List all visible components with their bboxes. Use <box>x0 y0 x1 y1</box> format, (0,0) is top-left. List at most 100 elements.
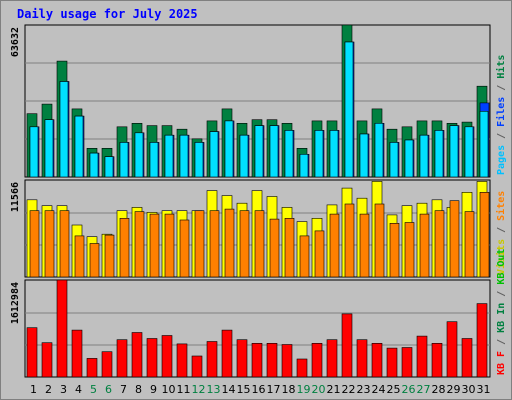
bar-pages-day-25 <box>389 142 399 178</box>
x-tick-label-30: 30 <box>462 383 476 396</box>
x-tick-label-12: 12 <box>192 383 206 396</box>
bar-kb-f-day-10 <box>161 335 173 378</box>
panel-middle-series-legend: Visits / Sites <box>495 191 507 275</box>
bar-pages-day-26 <box>404 139 414 178</box>
bar-kb-f-day-16 <box>251 342 263 378</box>
bar-sites-day-15 <box>239 210 250 278</box>
x-tick-label-7: 7 <box>120 383 127 396</box>
legend-label-0: Pages <box>496 145 507 175</box>
bar-kb-f-day-9 <box>146 338 158 378</box>
bar-pages-day-28 <box>434 130 444 178</box>
bar-pages-day-24 <box>374 123 384 178</box>
x-tick-label-6: 6 <box>105 383 112 396</box>
x-tick-label-9: 9 <box>150 383 157 396</box>
x-tick-label-8: 8 <box>135 383 142 396</box>
bar-pages-day-1 <box>29 126 39 178</box>
x-tick-label-20: 20 <box>312 383 326 396</box>
legend-label-2: KB In <box>496 303 507 333</box>
x-tick-label-31: 31 <box>477 383 491 396</box>
bar-sites-day-26 <box>404 222 415 278</box>
bar-sites-day-1 <box>29 210 40 278</box>
x-tick-label-15: 15 <box>237 383 251 396</box>
bar-pages-day-14 <box>224 120 234 178</box>
bar-kb-f-day-11 <box>176 343 188 378</box>
bar-pages-day-20 <box>314 130 324 178</box>
bar-sites-day-19 <box>299 235 310 278</box>
bar-kb-f-day-24 <box>371 342 383 378</box>
x-tick-label-10: 10 <box>162 383 176 396</box>
x-tick-label-14: 14 <box>222 383 236 396</box>
bar-pages-day-22 <box>344 41 354 178</box>
x-tick-label-26: 26 <box>402 383 416 396</box>
panel-bottom-series-legend: KB F / KB In / KB Out <box>496 249 507 375</box>
bar-sites-day-2 <box>44 210 55 278</box>
bar-pages-day-16 <box>254 125 264 178</box>
bar-sites-day-5 <box>89 243 100 278</box>
x-tick-label-5: 5 <box>90 383 97 396</box>
bar-kb-f-day-5 <box>86 358 98 378</box>
bar-sites-day-16 <box>254 210 265 278</box>
x-tick-label-21: 21 <box>327 383 341 396</box>
bar-pages-day-19 <box>299 154 309 178</box>
bar-kb-f-day-4 <box>71 329 83 378</box>
legend-label-0: KB F <box>496 351 507 375</box>
bar-sites-day-30 <box>464 211 475 278</box>
bar-pages-day-17 <box>269 125 279 178</box>
legend-label-1: / <box>496 127 507 145</box>
bar-pages-day-27 <box>419 134 429 178</box>
bar-kb-f-day-20 <box>311 342 323 378</box>
bar-kb-f-day-19 <box>296 358 308 378</box>
bar-kb-f-day-30 <box>461 338 473 378</box>
bar-pages-day-2 <box>44 119 54 178</box>
bar-sites-day-7 <box>119 218 130 278</box>
bar-kb-f-day-31 <box>476 303 488 378</box>
bar-sites-day-12 <box>194 210 205 278</box>
legend-label-2: Sites <box>495 191 507 221</box>
bar-sites-day-4 <box>74 235 85 278</box>
bar-sites-day-20 <box>314 230 325 278</box>
bar-sites-day-3 <box>59 210 70 278</box>
bar-kb-f-day-25 <box>386 347 398 378</box>
bar-sites-day-18 <box>284 218 295 278</box>
x-tick-label-18: 18 <box>282 383 296 396</box>
bar-kb-f-day-7 <box>116 339 128 378</box>
bar-sites-day-25 <box>389 223 400 278</box>
bar-pages-day-4 <box>74 115 84 178</box>
panel-top-series-legend: Pages / Files / Hits <box>495 55 507 175</box>
bar-sites-day-23 <box>359 213 370 278</box>
bar-kb-f-day-29 <box>446 321 458 378</box>
bar-kb-f-day-8 <box>131 332 143 378</box>
x-tick-label-3: 3 <box>60 383 67 396</box>
bar-pages-day-7 <box>119 142 129 178</box>
bar-kb-f-day-6 <box>101 351 113 378</box>
bar-pages-day-30 <box>464 126 474 178</box>
bar-sites-day-28 <box>434 210 445 278</box>
bar-kb-f-day-23 <box>356 339 368 378</box>
x-tick-label-22: 22 <box>342 383 356 396</box>
x-tick-label-19: 19 <box>297 383 311 396</box>
bar-pages-day-23 <box>359 133 369 178</box>
legend-label-2: Files <box>495 97 507 127</box>
bar-sites-day-31 <box>479 192 490 278</box>
bar-pages-day-9 <box>149 142 159 178</box>
bar-kb-f-day-3 <box>56 279 68 378</box>
bar-pages-day-29 <box>449 125 459 178</box>
bar-pages-day-12 <box>194 142 204 178</box>
legend-label-1: / <box>496 221 507 239</box>
x-tick-label-1: 1 <box>30 383 37 396</box>
x-tick-label-29: 29 <box>447 383 461 396</box>
bar-pages-day-3 <box>59 81 69 178</box>
x-tick-label-24: 24 <box>372 383 386 396</box>
bar-kb-f-day-21 <box>326 339 338 378</box>
bar-sites-day-9 <box>149 213 160 278</box>
bar-sites-day-6 <box>104 234 115 278</box>
bar-kb-f-day-12 <box>191 355 203 378</box>
bar-kb-f-day-1 <box>26 327 38 378</box>
x-tick-label-28: 28 <box>432 383 446 396</box>
bar-kb-f-day-17 <box>266 342 278 378</box>
bar-pages-day-8 <box>134 132 144 178</box>
x-tick-label-11: 11 <box>177 383 191 396</box>
x-tick-label-27: 27 <box>417 383 431 396</box>
bar-pages-day-10 <box>164 134 174 178</box>
